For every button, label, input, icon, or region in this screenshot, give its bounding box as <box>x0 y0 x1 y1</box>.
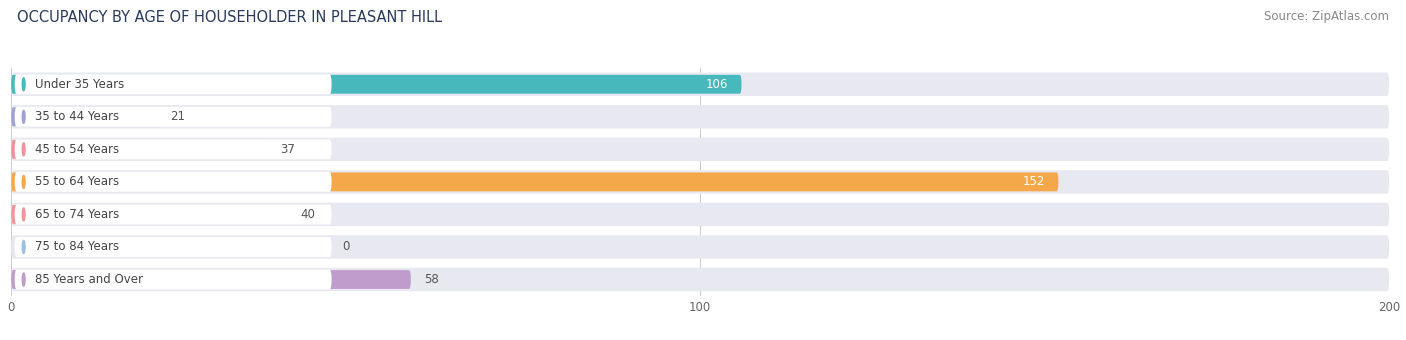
Text: 0: 0 <box>342 240 349 254</box>
Text: 152: 152 <box>1022 175 1045 188</box>
FancyBboxPatch shape <box>14 172 332 192</box>
Text: Source: ZipAtlas.com: Source: ZipAtlas.com <box>1264 10 1389 23</box>
Circle shape <box>22 143 25 156</box>
FancyBboxPatch shape <box>11 140 266 159</box>
Text: 65 to 74 Years: 65 to 74 Years <box>35 208 120 221</box>
FancyBboxPatch shape <box>11 105 1389 129</box>
FancyBboxPatch shape <box>14 74 332 94</box>
FancyBboxPatch shape <box>11 170 1389 193</box>
Text: 40: 40 <box>301 208 315 221</box>
Text: 37: 37 <box>280 143 295 156</box>
FancyBboxPatch shape <box>11 138 1389 161</box>
Text: Under 35 Years: Under 35 Years <box>35 78 125 91</box>
FancyBboxPatch shape <box>11 72 1389 96</box>
Text: 106: 106 <box>706 78 728 91</box>
Text: 85 Years and Over: 85 Years and Over <box>35 273 143 286</box>
Text: 45 to 54 Years: 45 to 54 Years <box>35 143 120 156</box>
Text: 21: 21 <box>170 110 184 123</box>
FancyBboxPatch shape <box>11 235 1389 259</box>
FancyBboxPatch shape <box>11 270 411 289</box>
FancyBboxPatch shape <box>14 270 332 289</box>
FancyBboxPatch shape <box>11 205 287 224</box>
FancyBboxPatch shape <box>14 237 332 257</box>
FancyBboxPatch shape <box>11 75 741 94</box>
FancyBboxPatch shape <box>14 204 332 224</box>
Circle shape <box>22 110 25 123</box>
Circle shape <box>22 78 25 91</box>
FancyBboxPatch shape <box>11 268 1389 291</box>
FancyBboxPatch shape <box>11 107 156 126</box>
FancyBboxPatch shape <box>14 107 332 127</box>
Text: OCCUPANCY BY AGE OF HOUSEHOLDER IN PLEASANT HILL: OCCUPANCY BY AGE OF HOUSEHOLDER IN PLEAS… <box>17 10 441 25</box>
FancyBboxPatch shape <box>11 203 1389 226</box>
FancyBboxPatch shape <box>14 139 332 159</box>
Text: 35 to 44 Years: 35 to 44 Years <box>35 110 120 123</box>
Circle shape <box>22 208 25 221</box>
Text: 58: 58 <box>425 273 439 286</box>
Text: 75 to 84 Years: 75 to 84 Years <box>35 240 120 254</box>
FancyBboxPatch shape <box>11 172 1059 191</box>
Circle shape <box>22 175 25 188</box>
Circle shape <box>22 273 25 286</box>
Text: 55 to 64 Years: 55 to 64 Years <box>35 175 120 188</box>
Circle shape <box>22 240 25 254</box>
